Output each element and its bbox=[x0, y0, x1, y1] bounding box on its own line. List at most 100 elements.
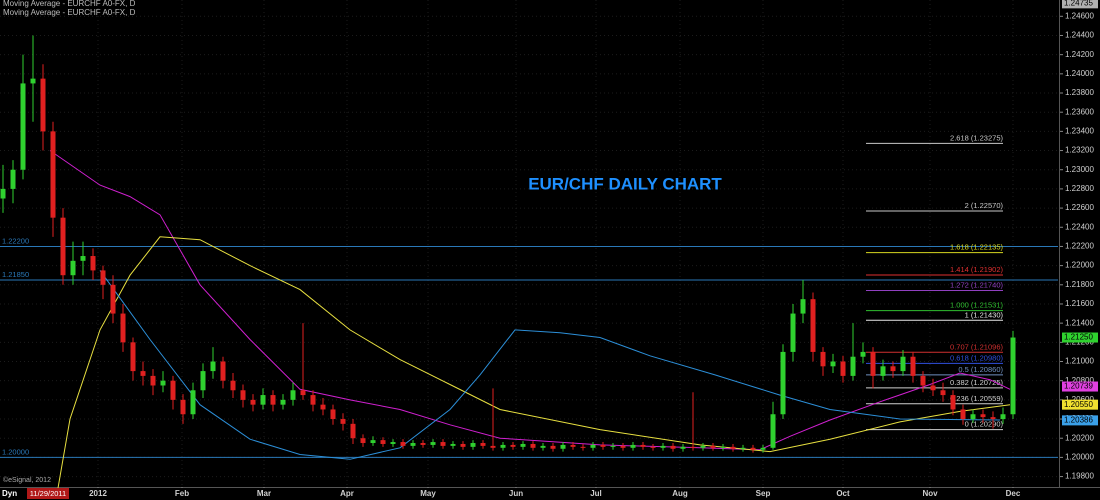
y-tick-label: 1.19800 bbox=[1065, 472, 1094, 481]
candle-body bbox=[470, 443, 476, 447]
fib-label: 1.618 (1.22135) bbox=[950, 243, 1003, 252]
price-tag bbox=[1062, 399, 1098, 410]
candle-body bbox=[210, 361, 216, 372]
candle-body bbox=[250, 399, 256, 405]
x-tick-label: Sep bbox=[756, 489, 771, 498]
candle-body bbox=[740, 447, 746, 449]
candle-body bbox=[730, 446, 736, 449]
legend-entry: Moving Average - EURCHF A0-FX, D bbox=[3, 8, 136, 17]
price-tag bbox=[1062, 332, 1098, 343]
candle-body bbox=[950, 395, 956, 410]
y-tick-label: 1.24600 bbox=[1065, 11, 1094, 20]
candle-body bbox=[0, 188, 6, 199]
candle-body bbox=[720, 446, 726, 448]
y-tick-label: 1.23400 bbox=[1065, 126, 1094, 135]
x-tick-label: Jul bbox=[590, 489, 602, 498]
candle-body bbox=[970, 414, 976, 420]
candle-body bbox=[330, 409, 336, 420]
y-tick-label: 1.22800 bbox=[1065, 184, 1094, 193]
candle-body bbox=[420, 443, 426, 445]
date-box bbox=[27, 488, 69, 499]
fibonacci: 2.618 (1.23275) 2 (1.22570) 1.618 (1.22135… bbox=[866, 133, 1004, 431]
legend-entry: Moving Average - EURCHF A0-FX, D bbox=[3, 0, 136, 8]
candle-body bbox=[570, 444, 576, 447]
candle-body bbox=[780, 351, 786, 415]
candle-body bbox=[150, 375, 156, 386]
candle-body bbox=[990, 417, 996, 420]
x-tick-label: Nov bbox=[922, 489, 938, 498]
candle-body bbox=[960, 409, 966, 420]
candle-body bbox=[60, 217, 66, 276]
axes: 1.24600 1.24400 1.24200 1.24000 1.23800 1.236… bbox=[97, 0, 1098, 490]
candle-body bbox=[120, 313, 126, 343]
y-tick-label: 1.21600 bbox=[1065, 299, 1094, 308]
candle-body bbox=[450, 443, 456, 446]
candle-body bbox=[510, 444, 516, 447]
candle-body bbox=[320, 404, 326, 410]
candle-body bbox=[930, 385, 936, 391]
candle-body bbox=[180, 399, 186, 415]
y-tick-label: 1.24400 bbox=[1065, 31, 1094, 40]
x-tick-label: Apr bbox=[340, 489, 354, 498]
fib-label: 0 (1.20290) bbox=[965, 420, 1004, 429]
candle-body bbox=[680, 446, 686, 449]
moving-averages bbox=[49, 150, 1011, 489]
y-tick-label: 1.24200 bbox=[1065, 50, 1094, 59]
candle-body bbox=[300, 390, 306, 396]
candle-body bbox=[80, 256, 86, 261]
candle-body bbox=[820, 351, 826, 367]
candle-body bbox=[840, 361, 846, 376]
price-tag bbox=[1062, 415, 1098, 426]
candle-body bbox=[550, 445, 556, 449]
fib-label: 0.618 (1.20980) bbox=[950, 353, 1003, 362]
interval-label: Dyn bbox=[2, 489, 17, 498]
fib-label: 1.000 (1.21531) bbox=[950, 301, 1003, 310]
start-date: 11/29/2011 bbox=[30, 489, 66, 498]
y-tick-label: 1.21800 bbox=[1065, 280, 1094, 289]
candle-body bbox=[530, 443, 536, 448]
candle-body bbox=[670, 445, 676, 449]
candle-body bbox=[710, 445, 716, 448]
candle-body bbox=[480, 443, 486, 446]
y-tick-label: 1.22400 bbox=[1065, 222, 1094, 231]
candle-body bbox=[260, 395, 266, 405]
x-tick-label: Mar bbox=[257, 489, 271, 498]
price-tag-label: 1.24735 bbox=[1064, 0, 1093, 7]
level-label: 1.22200 bbox=[2, 236, 29, 245]
x-tick-label: Aug bbox=[672, 489, 688, 498]
x-tick-label: Oct bbox=[836, 489, 850, 498]
candle-body bbox=[830, 361, 836, 367]
x-tick-label: May bbox=[420, 489, 436, 498]
candle-body bbox=[600, 444, 606, 447]
fib-label: 0.236 (1.20559) bbox=[950, 394, 1003, 403]
fib-label: 2 (1.22570) bbox=[965, 201, 1004, 210]
candle-body bbox=[500, 444, 506, 448]
y-tick-label: 1.23600 bbox=[1065, 107, 1094, 116]
candle-body bbox=[860, 351, 866, 357]
candle-body bbox=[100, 270, 106, 285]
moving-average bbox=[99, 270, 1001, 460]
candle-body bbox=[910, 356, 916, 376]
chart-title: EUR/CHF DAILY CHART bbox=[528, 174, 722, 193]
candle-body bbox=[880, 366, 886, 376]
moving-average bbox=[57, 236, 1011, 489]
footer: ©eSignal, 2012 bbox=[3, 476, 51, 484]
candle-body bbox=[390, 442, 396, 444]
candle-body bbox=[440, 442, 446, 446]
candle-body bbox=[190, 390, 196, 415]
y-tick-label: 1.22600 bbox=[1065, 203, 1094, 212]
y-tick-label: 1.20200 bbox=[1065, 433, 1094, 442]
candle-body bbox=[810, 299, 816, 352]
candle-body bbox=[580, 446, 586, 448]
candle-body bbox=[10, 169, 16, 189]
price-tag bbox=[1062, 381, 1098, 392]
candle-body bbox=[460, 443, 466, 447]
candle-body bbox=[900, 356, 906, 372]
y-tick-label: 1.21000 bbox=[1065, 357, 1094, 366]
y-tick-label: 1.23000 bbox=[1065, 165, 1094, 174]
fib-label: 0.707 (1.21096) bbox=[950, 342, 1003, 351]
candle-body bbox=[700, 445, 706, 448]
candle-body bbox=[890, 366, 896, 372]
candle-body bbox=[920, 375, 926, 386]
x-tick-label: Jun bbox=[509, 489, 523, 498]
